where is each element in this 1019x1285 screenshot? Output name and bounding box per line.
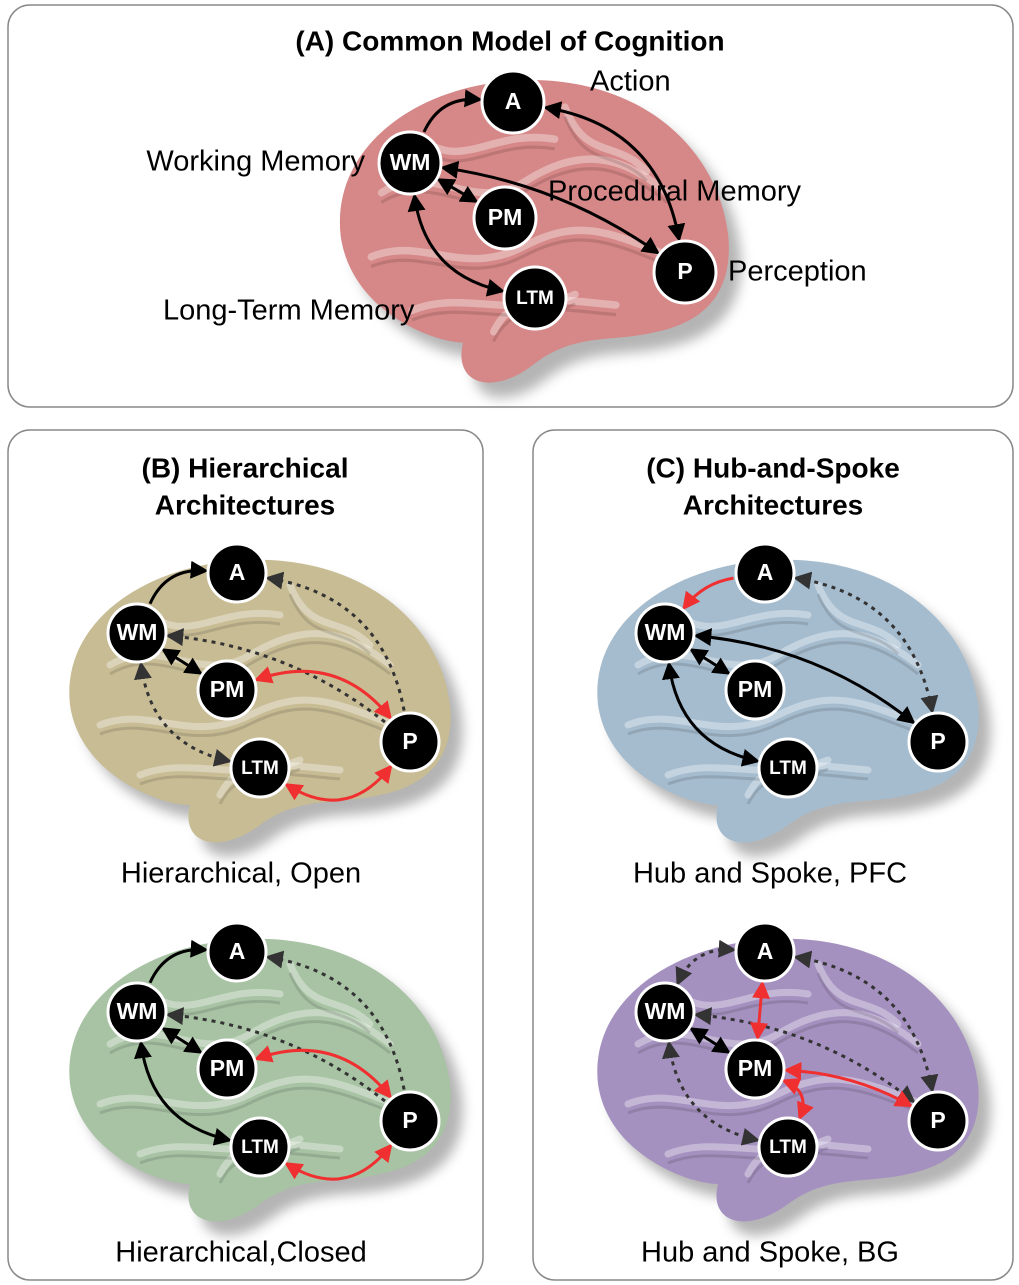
node-description: Action [590,66,671,98]
node-label: P [677,258,692,284]
node-label: PM [488,204,523,230]
connection-arrow [284,764,393,802]
diagram-caption: Hub and Spoke, PFC [633,858,907,890]
node-label: A [505,88,522,114]
node-description: Procedural Memory [548,176,802,208]
panel-title: (A) Common Model of Cognition [295,25,724,56]
node [472,185,538,251]
node [206,921,268,983]
node-description: Long-Term Memory [163,295,415,327]
connection-arrow [781,1078,814,1121]
node [724,659,786,721]
node-label: PM [210,1055,245,1081]
panel-title: (C) Hub-and-Spoke [646,452,900,483]
node [480,69,546,135]
node [196,1038,258,1100]
panel-title: (B) Hierarchical [142,452,349,483]
connection-arrow [542,101,686,243]
node-label: WM [645,619,686,645]
node-label: A [229,559,246,585]
node-label: WM [117,998,158,1024]
connection-arrow [148,939,209,984]
node [106,981,168,1043]
node [379,1090,441,1152]
node-label: LTM [241,758,279,779]
node [907,1090,969,1152]
node [196,659,258,721]
connection-arrow [749,980,771,1041]
connection-arrow [783,1061,914,1108]
connection-arrow [662,661,761,767]
node-label: P [930,1107,945,1133]
node [106,602,168,664]
node [652,239,718,305]
connection-arrow [253,666,393,720]
node-label: LTM [769,758,807,779]
node-label: PM [738,676,773,702]
node [379,711,441,773]
node [734,542,796,604]
panel-title: Architectures [683,489,864,520]
connection-arrow [265,950,406,1090]
panel-title: Architectures [155,489,336,520]
connection-arrow [422,89,483,133]
connection-arrow [693,628,916,725]
connection-arrow [793,571,939,715]
node [229,737,291,799]
connection-arrow [407,193,506,297]
node [907,711,969,773]
node [229,1116,291,1178]
node-label: P [930,728,945,754]
diagram-caption: Hierarchical, Open [121,858,361,890]
brain-gyrus [286,581,374,649]
node [634,981,696,1043]
node-label: LTM [516,288,554,309]
node [377,130,443,196]
node-label: A [757,938,774,964]
node [502,265,568,331]
node-label: P [402,1107,417,1133]
node-label: WM [645,998,686,1024]
node-label: LTM [241,1137,279,1158]
node-label: PM [738,1055,773,1081]
node [206,542,268,604]
brain-sulcus [288,972,372,1035]
diagram-caption: Hub and Spoke, BG [641,1237,899,1269]
node [734,921,796,983]
node-label: WM [117,619,158,645]
brain-gyrus [286,960,374,1028]
connection-arrow [682,576,734,611]
node-label: P [402,728,417,754]
connection-arrow [253,1045,393,1099]
node-label: A [757,559,774,585]
node-label: WM [390,149,431,175]
diagram-caption: Hierarchical,Closed [115,1237,366,1269]
node [757,1116,819,1178]
connection-arrow [265,571,406,711]
node-label: A [229,938,246,964]
node [634,602,696,664]
node-label: PM [210,676,245,702]
node [724,1038,786,1100]
node-description: Perception [728,256,867,288]
node-label: LTM [769,1137,807,1158]
connection-arrow [793,950,939,1094]
connection-arrow [148,560,209,605]
node [757,737,819,799]
connection-arrow [134,1040,233,1146]
connection-arrow [284,1143,393,1181]
node-description: Working Memory [146,146,365,178]
brain-sulcus [288,593,372,656]
